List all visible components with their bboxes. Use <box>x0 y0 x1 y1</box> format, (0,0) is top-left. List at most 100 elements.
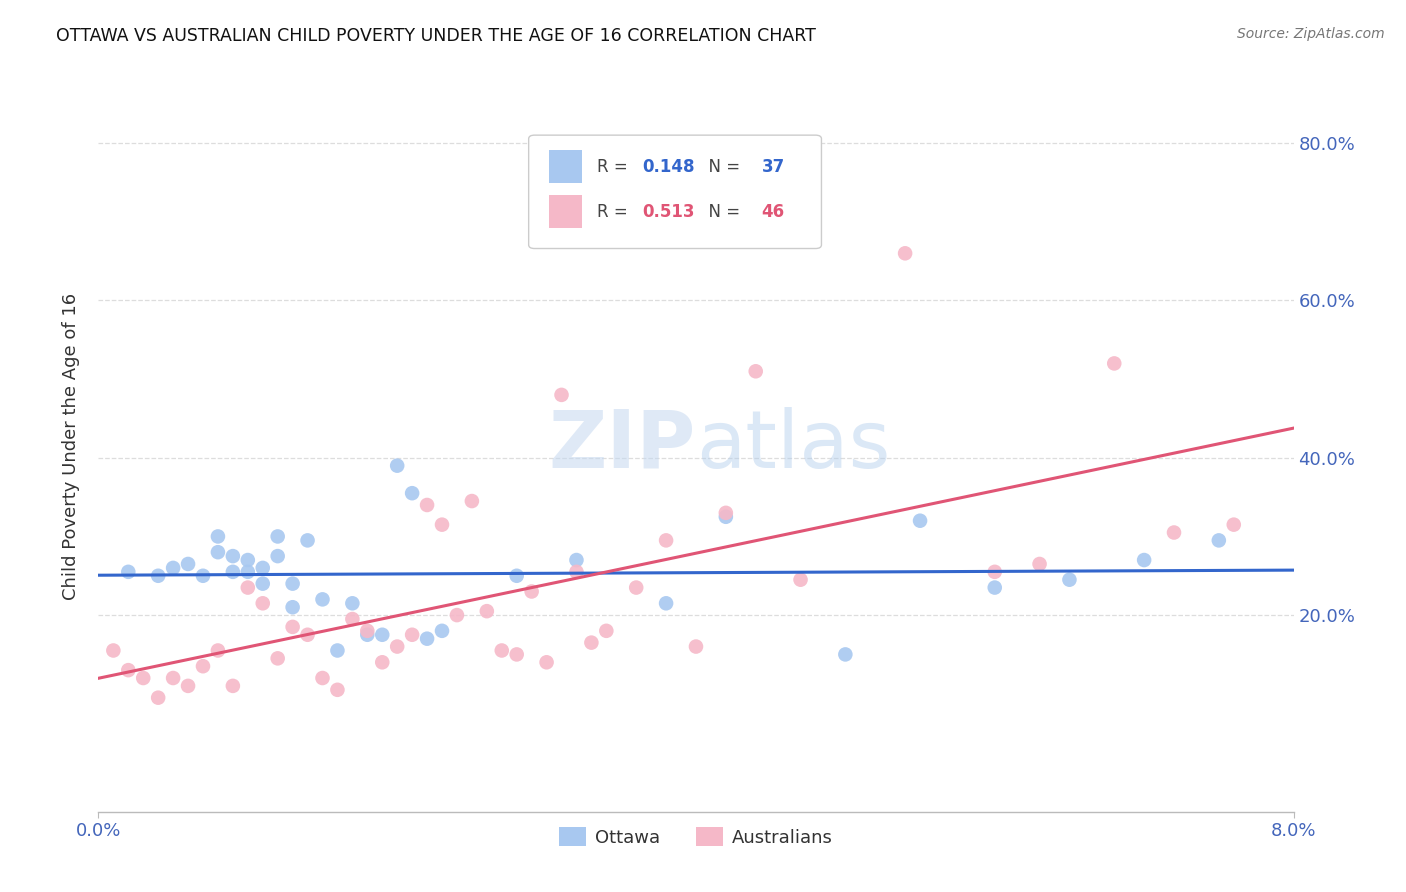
Point <box>1028 557 1050 571</box>
Point <box>191 659 214 673</box>
Point <box>984 565 1007 579</box>
Point <box>148 690 170 705</box>
Point <box>401 628 423 642</box>
Text: N =: N = <box>699 158 745 176</box>
Point <box>536 655 558 669</box>
Point <box>685 640 707 654</box>
Point <box>1163 525 1185 540</box>
Legend: Ottawa, Australians: Ottawa, Australians <box>551 820 841 854</box>
Point <box>1059 573 1081 587</box>
Text: R =: R = <box>596 203 633 221</box>
Point <box>252 576 274 591</box>
Point <box>342 612 364 626</box>
Point <box>311 671 333 685</box>
Point <box>834 648 856 662</box>
Point <box>430 624 453 638</box>
Point <box>506 648 529 662</box>
Point <box>461 494 484 508</box>
Text: atlas: atlas <box>696 407 890 485</box>
Point <box>207 643 229 657</box>
FancyBboxPatch shape <box>548 195 582 228</box>
Point <box>371 655 394 669</box>
Point <box>908 514 931 528</box>
Point <box>267 529 290 543</box>
Point <box>148 568 170 582</box>
Text: R =: R = <box>596 158 633 176</box>
Point <box>222 565 245 579</box>
Point <box>416 632 439 646</box>
Point <box>103 643 125 657</box>
Point <box>222 679 245 693</box>
Point <box>371 628 394 642</box>
Text: N =: N = <box>699 203 745 221</box>
Point <box>520 584 543 599</box>
Text: 37: 37 <box>762 158 785 176</box>
Point <box>117 663 139 677</box>
Point <box>252 596 274 610</box>
Point <box>506 568 529 582</box>
Point <box>550 388 572 402</box>
Point <box>132 671 155 685</box>
Point <box>162 671 184 685</box>
Point <box>595 624 617 638</box>
Point <box>117 565 139 579</box>
Point <box>297 628 319 642</box>
Point <box>984 581 1007 595</box>
Point <box>311 592 333 607</box>
Point <box>267 651 290 665</box>
FancyBboxPatch shape <box>529 135 821 249</box>
Point <box>236 565 259 579</box>
Point <box>475 604 498 618</box>
FancyBboxPatch shape <box>548 150 582 183</box>
Text: 0.513: 0.513 <box>643 203 695 221</box>
Point <box>789 573 811 587</box>
Point <box>581 635 603 649</box>
Point <box>430 517 453 532</box>
Point <box>236 581 259 595</box>
Point <box>342 596 364 610</box>
Point <box>565 553 588 567</box>
Text: OTTAWA VS AUSTRALIAN CHILD POVERTY UNDER THE AGE OF 16 CORRELATION CHART: OTTAWA VS AUSTRALIAN CHILD POVERTY UNDER… <box>56 27 815 45</box>
Point <box>745 364 768 378</box>
Point <box>297 533 319 548</box>
Point <box>281 576 304 591</box>
Point <box>252 561 274 575</box>
Point <box>236 553 259 567</box>
Text: ZIP: ZIP <box>548 407 696 485</box>
Point <box>491 643 513 657</box>
Point <box>281 600 304 615</box>
Point <box>714 506 737 520</box>
Point <box>385 458 409 473</box>
Point <box>1208 533 1230 548</box>
Point <box>1104 356 1126 370</box>
Point <box>177 557 200 571</box>
Point <box>626 581 648 595</box>
Text: Source: ZipAtlas.com: Source: ZipAtlas.com <box>1237 27 1385 41</box>
Point <box>714 509 737 524</box>
Text: 0.148: 0.148 <box>643 158 695 176</box>
Point <box>401 486 423 500</box>
Point <box>267 549 290 563</box>
Point <box>356 624 378 638</box>
Point <box>207 545 229 559</box>
Point <box>416 498 439 512</box>
Point <box>207 529 229 543</box>
Point <box>385 640 409 654</box>
Point <box>446 608 468 623</box>
Y-axis label: Child Poverty Under the Age of 16: Child Poverty Under the Age of 16 <box>62 293 80 599</box>
Point <box>177 679 200 693</box>
Point <box>281 620 304 634</box>
Point <box>326 643 349 657</box>
Point <box>191 568 214 582</box>
Point <box>894 246 917 260</box>
Point <box>1133 553 1156 567</box>
Point <box>565 565 588 579</box>
Point <box>655 533 678 548</box>
Point <box>1223 517 1246 532</box>
Text: 46: 46 <box>762 203 785 221</box>
Point <box>655 596 678 610</box>
Point <box>222 549 245 563</box>
Point <box>356 628 378 642</box>
Point <box>162 561 184 575</box>
Point <box>326 682 349 697</box>
